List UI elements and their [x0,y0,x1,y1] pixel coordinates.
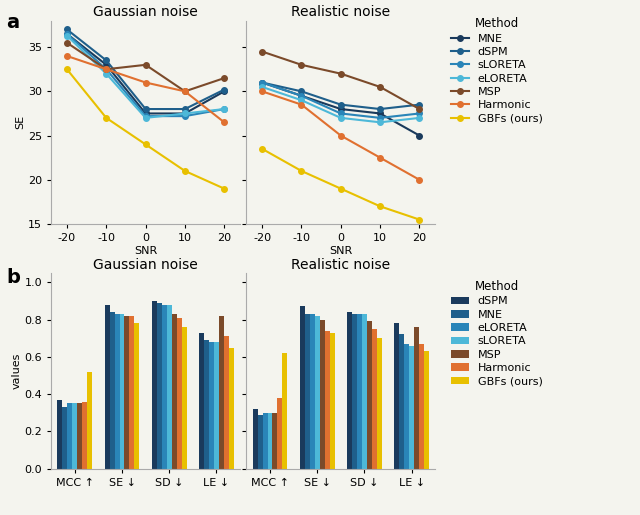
Bar [199,333,204,469]
Bar [177,318,182,469]
Bar [409,346,414,469]
Bar [258,415,262,469]
Bar [372,329,377,469]
Bar [124,316,129,469]
Legend: dSPM, MNE, eLORETA, sLORETA, MSP, Harmonic, GBFs (ours): dSPM, MNE, eLORETA, sLORETA, MSP, Harmon… [447,276,547,391]
Bar [157,303,162,469]
Bar [414,327,419,469]
Bar [352,314,357,469]
X-axis label: SNR: SNR [329,246,353,256]
Bar [120,314,124,469]
Bar [367,321,372,469]
Bar [115,314,120,469]
Bar [204,340,209,469]
Bar [315,316,319,469]
Bar [377,338,381,469]
Bar [58,400,63,469]
Bar [253,409,258,469]
Bar [282,353,287,469]
Bar [162,305,167,469]
Title: Realistic noise: Realistic noise [291,258,390,272]
Bar [172,314,177,469]
Bar [63,407,67,469]
Bar [87,372,92,469]
Bar [77,403,82,469]
Bar [152,301,157,469]
Y-axis label: SE: SE [15,115,25,129]
Bar [399,334,404,469]
Bar [394,323,399,469]
Text: b: b [6,268,20,287]
Bar [67,403,72,469]
Bar [214,342,219,469]
Text: a: a [6,13,20,32]
Bar [219,316,224,469]
Bar [109,312,115,469]
Bar [72,403,77,469]
Bar [330,333,335,469]
Bar [129,316,134,469]
Bar [105,305,109,469]
Title: Gaussian noise: Gaussian noise [93,6,198,20]
Bar [182,327,186,469]
Bar [357,314,362,469]
Bar [404,344,409,469]
Bar [209,342,214,469]
Y-axis label: values: values [12,353,22,389]
Bar [224,336,228,469]
Bar [324,331,330,469]
X-axis label: SNR: SNR [134,246,157,256]
Bar [134,323,140,469]
Bar [300,306,305,469]
Bar [419,344,424,469]
Bar [347,312,352,469]
Bar [277,398,282,469]
Bar [228,348,234,469]
Bar [319,319,324,469]
Bar [305,314,310,469]
Title: Realistic noise: Realistic noise [291,6,390,20]
Title: Gaussian noise: Gaussian noise [93,258,198,272]
Bar [262,413,268,469]
Bar [268,413,273,469]
Bar [424,351,429,469]
Bar [362,314,367,469]
Bar [167,305,172,469]
Bar [310,314,315,469]
Legend: MNE, dSPM, sLORETA, eLORETA, MSP, Harmonic, GBFs (ours): MNE, dSPM, sLORETA, eLORETA, MSP, Harmon… [447,13,547,128]
Bar [273,413,277,469]
Bar [82,402,87,469]
